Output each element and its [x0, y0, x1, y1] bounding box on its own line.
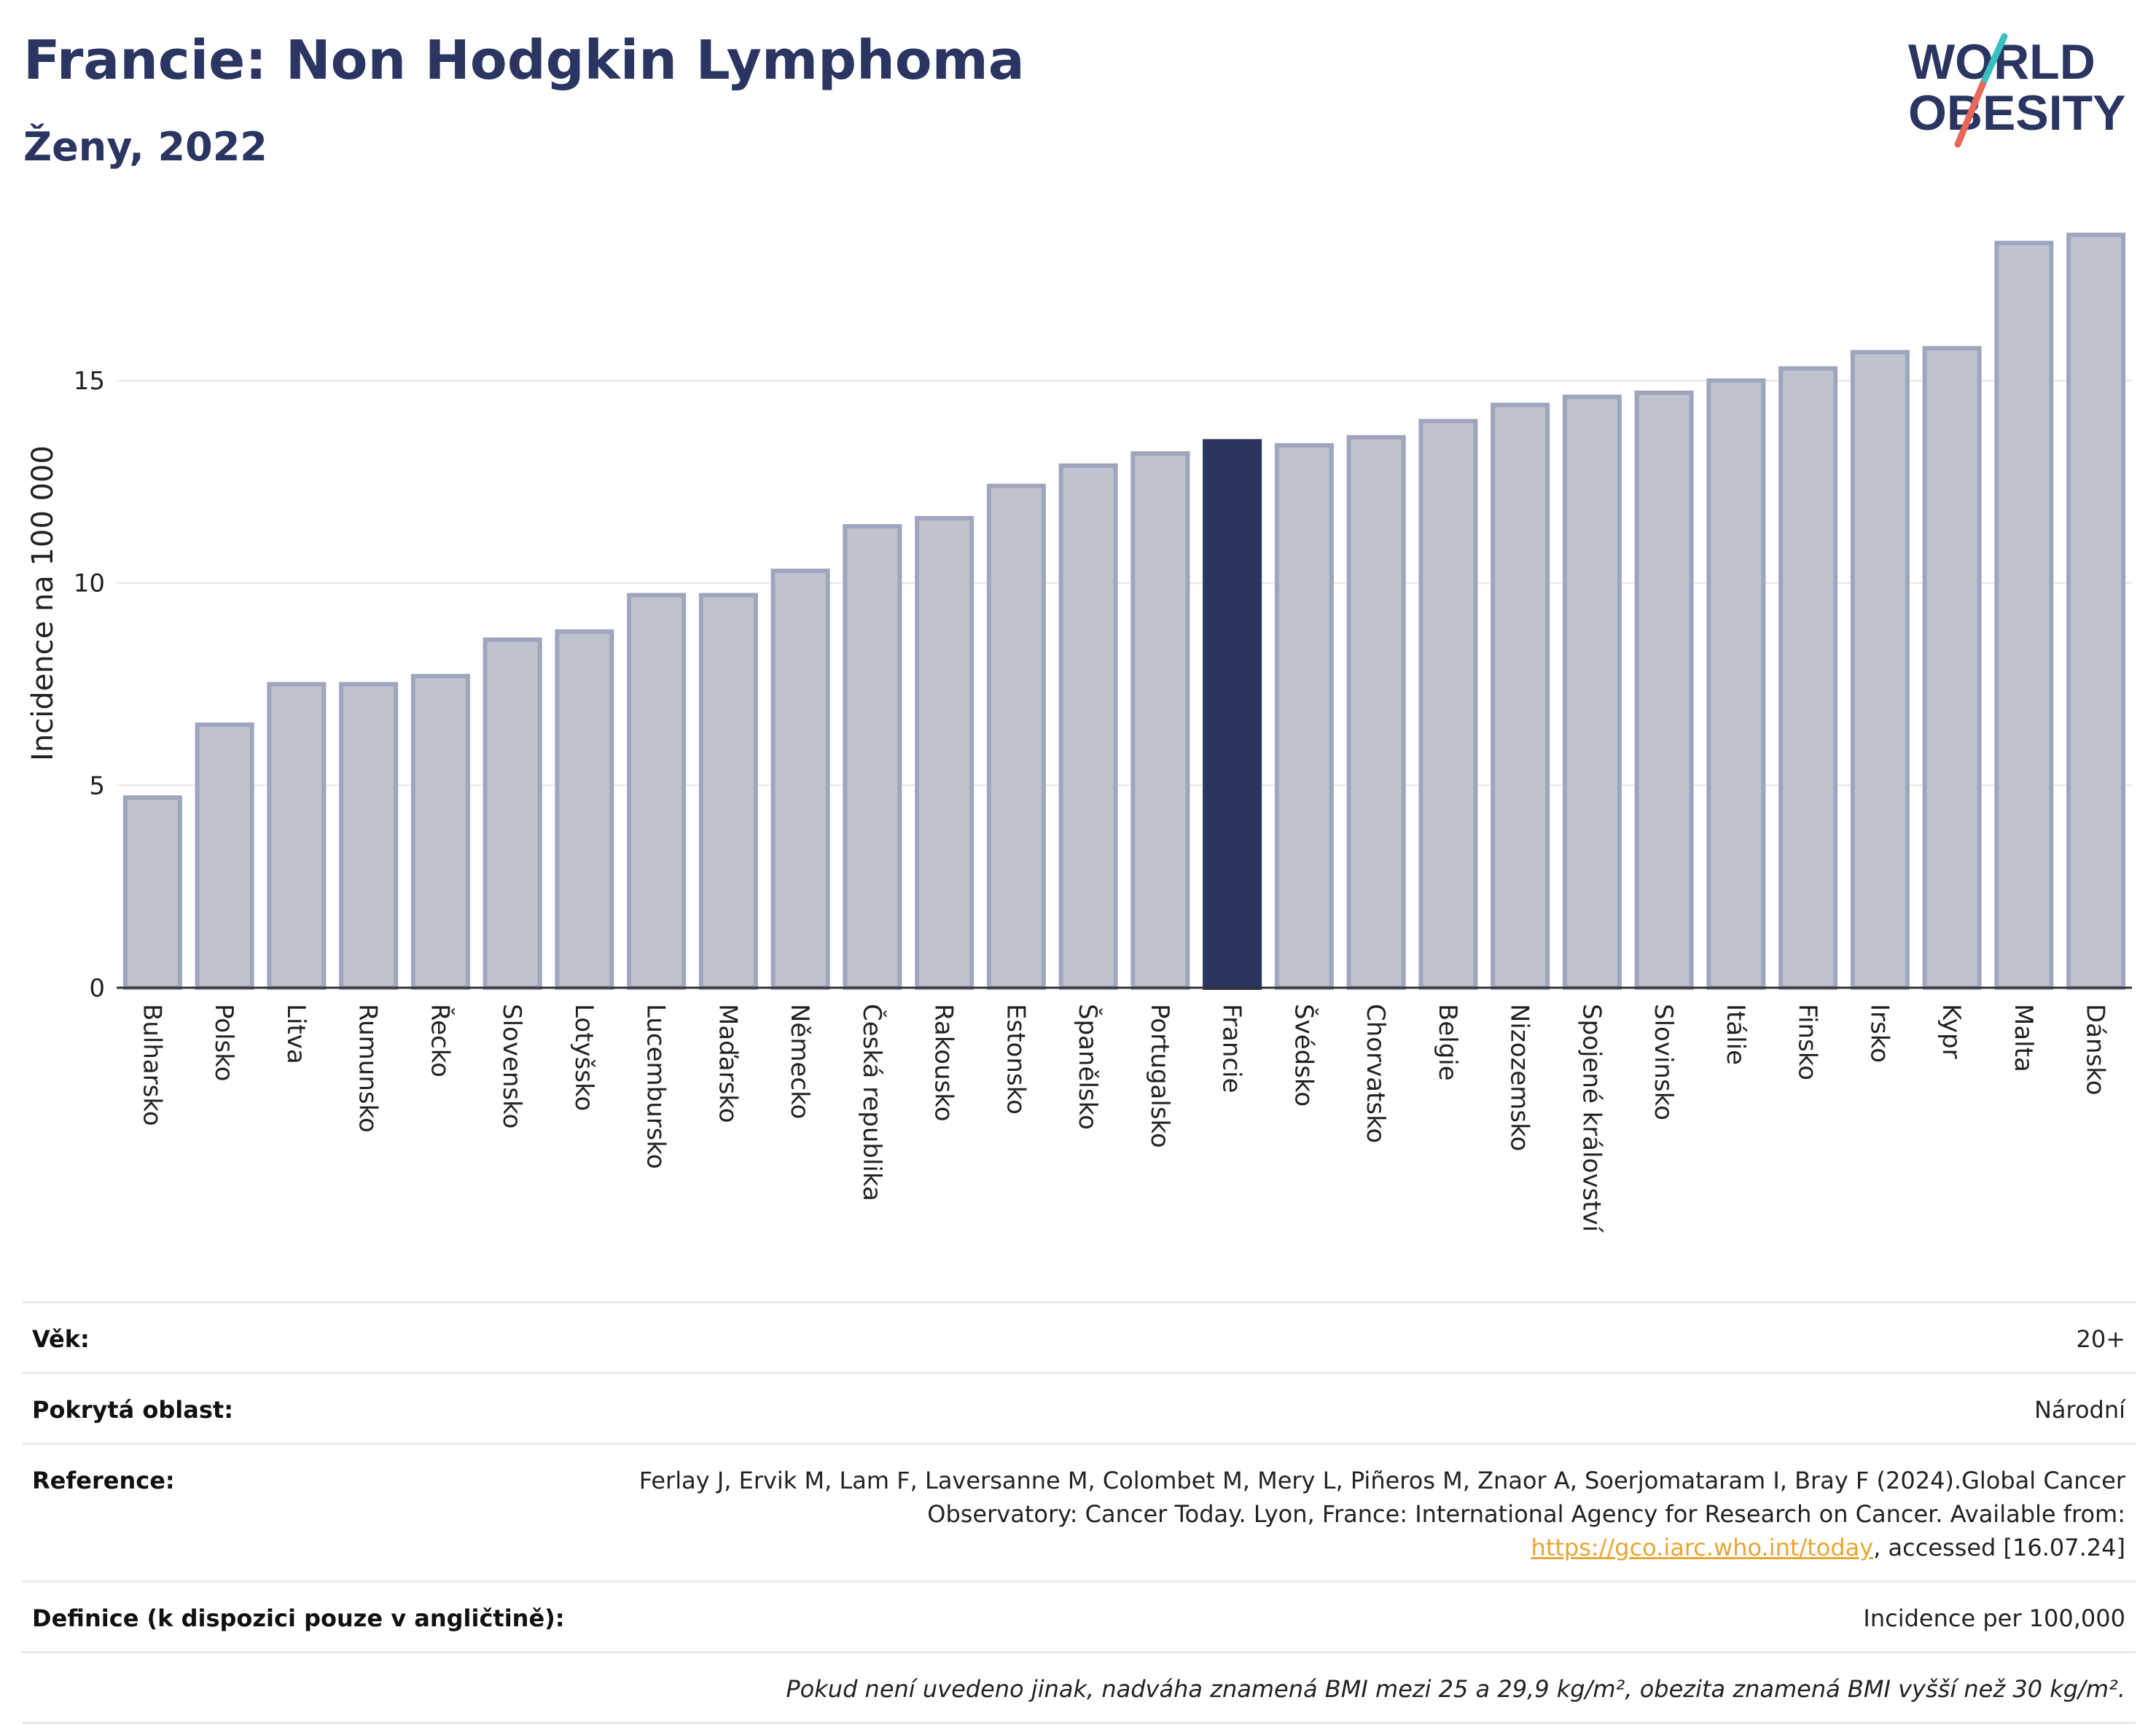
bar-Litva	[267, 682, 327, 990]
bar-Finsko	[1778, 366, 1838, 990]
bar-Maďarsko	[698, 593, 758, 990]
x-tick-label: Lucembursko	[641, 1004, 671, 1169]
y-tick-labels: 0 5 10 15	[74, 367, 105, 1003]
bar-Irsko	[1850, 350, 1910, 991]
bar-Kypr	[1922, 346, 1982, 990]
bars	[122, 233, 2126, 991]
age-label: Věk:	[32, 1325, 90, 1353]
logo-slash-top	[1979, 33, 2008, 88]
bar-Švédsko	[1274, 442, 1334, 990]
x-tick-labels: Bulharsko Polsko Litva Rumunsko Řecko Slovens…	[137, 1004, 2109, 1233]
x-tick-label: Estonsko	[1001, 1004, 1030, 1115]
x-tick-label: Kypr	[1937, 1004, 1966, 1059]
x-tick-label: Německo	[785, 1004, 814, 1119]
info-row-age: Věk: 20+	[22, 1301, 2136, 1372]
x-tick-label: Řecko	[425, 1004, 455, 1077]
x-tick-label: Bulharsko	[137, 1004, 166, 1126]
x-tick-label: Rakousko	[929, 1004, 958, 1122]
y-tick-label: 5	[89, 771, 105, 800]
bar-Slovensko	[483, 637, 542, 990]
x-tick-label: Švédsko	[1289, 1004, 1319, 1107]
bar-Polsko	[195, 722, 254, 990]
info-row-definition: Definice (k dispozici pouze v angličtině…	[22, 1580, 2136, 1651]
x-tick-label: Irsko	[1864, 1004, 1894, 1063]
x-tick-label: Itálie	[1721, 1004, 1750, 1065]
x-tick-label: Malta	[2009, 1004, 2038, 1072]
x-tick-label: Lotyšsko	[569, 1004, 598, 1111]
chart-subtitle: Ženy, 2022	[23, 124, 267, 170]
area-label: Pokrytá oblast:	[32, 1396, 233, 1424]
bar-Portugalsko	[1130, 451, 1190, 991]
y-tick-label: 0	[89, 974, 105, 1003]
bar-Lotyšsko	[555, 629, 614, 990]
bar-Bulharsko	[122, 795, 182, 990]
y-tick-label: 15	[74, 367, 105, 396]
bar-Chorvatsko	[1346, 434, 1406, 990]
reference-label: Reference:	[32, 1467, 175, 1494]
x-tick-label: Rumunsko	[354, 1004, 383, 1133]
x-tick-label: Chorvatsko	[1361, 1004, 1390, 1143]
x-tick-label: Portugalsko	[1145, 1004, 1174, 1148]
x-tick-label: Finsko	[1793, 1004, 1822, 1080]
bar-Lucembursko	[627, 593, 687, 990]
info-row-note: Pokud není uvedeno jinak, nadváha znamen…	[22, 1651, 2136, 1724]
age-value: 20+	[2076, 1325, 2125, 1353]
bar-Nizozemsko	[1491, 402, 1550, 990]
bar-Spojené království	[1562, 394, 1622, 990]
x-tick-label: Slovensko	[497, 1004, 526, 1128]
bar-Dánsko	[2066, 233, 2126, 990]
area-value: Národní	[2034, 1396, 2125, 1424]
bmi-note: Pokud není uvedeno jinak, nadváha znamen…	[786, 1675, 2125, 1703]
reference-tail: , accessed [16.07.24]	[1873, 1534, 2125, 1561]
reference-value: Ferlay J, Ervik M, Lam F, Laversanne M, …	[631, 1464, 2125, 1564]
x-tick-label: Nizozemsko	[1505, 1004, 1534, 1151]
info-table: Věk: 20+ Pokrytá oblast: Národní Referen…	[22, 1301, 2136, 1724]
logo-line2: OBESITY	[1908, 85, 2126, 141]
x-tick-label: Slovinsko	[1649, 1004, 1678, 1120]
x-tick-label: Spojené království	[1577, 1004, 1606, 1233]
x-tick-label: Francie	[1217, 1004, 1246, 1093]
chart-title: Francie: Non Hodgkin Lymphoma	[23, 29, 1025, 92]
y-axis-label: Incidence na 100 000	[26, 445, 60, 761]
bar-Itálie	[1706, 378, 1766, 990]
x-tick-label: Belgie	[1433, 1004, 1462, 1081]
definition-value: Incidence per 100,000	[1863, 1604, 2125, 1632]
y-tick-label: 10	[74, 569, 105, 598]
bar-Belgie	[1418, 418, 1478, 990]
x-tick-label: Česká republika	[857, 1004, 887, 1201]
bar-chart: 0 5 10 15 Bulharsko Polsko Litva Rumunsko Řecko…	[26, 233, 2132, 1233]
reference-link[interactable]: https://gco.iarc.who.int/today	[1531, 1534, 1874, 1561]
x-tick-label: Litva	[281, 1004, 310, 1064]
info-row-area: Pokrytá oblast: Národní	[22, 1372, 2136, 1443]
world-obesity-logo: WORLD OBESITY	[1908, 33, 2126, 148]
bar-Španělsko	[1058, 463, 1118, 991]
bar-Rumunsko	[339, 682, 399, 990]
bar-Rakousko	[915, 515, 975, 991]
logo-slash-bottom	[1954, 81, 1986, 148]
bar-Slovinsko	[1634, 390, 1694, 990]
bar-Česká republika	[843, 524, 902, 990]
bar-Německo	[770, 569, 830, 990]
x-tick-label: Dánsko	[2081, 1004, 2110, 1096]
x-tick-label: Maďarsko	[713, 1004, 742, 1123]
info-row-reference: Reference: Ferlay J, Ervik M, Lam F, Lav…	[22, 1443, 2136, 1580]
x-tick-label: Španělsko	[1073, 1004, 1103, 1130]
reference-text: Ferlay J, Ervik M, Lam F, Laversanne M, …	[638, 1467, 2125, 1528]
x-tick-label: Polsko	[209, 1004, 238, 1082]
bar-Francie	[1203, 439, 1262, 991]
bar-Estonsko	[986, 483, 1046, 990]
definition-label: Definice (k dispozici pouze v angličtině…	[32, 1604, 565, 1632]
bar-Malta	[1994, 241, 2054, 990]
bar-Řecko	[410, 674, 470, 991]
